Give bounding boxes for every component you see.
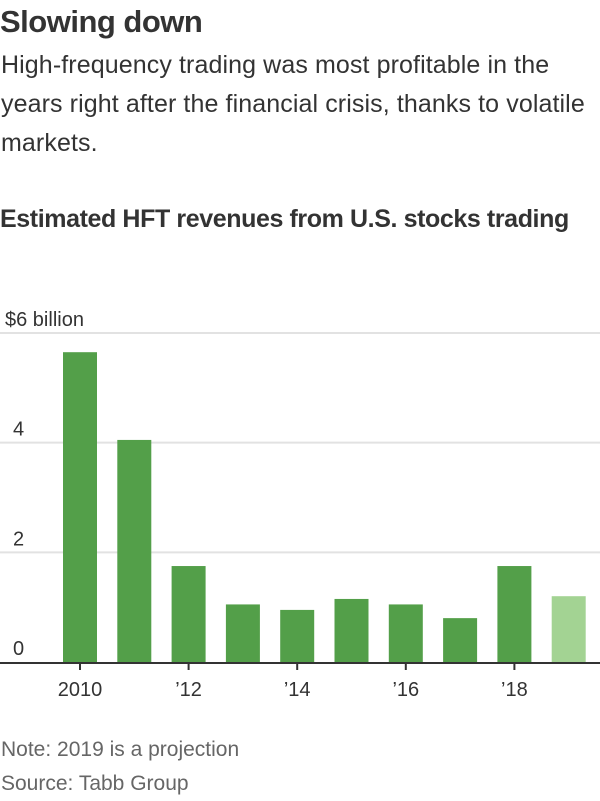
dek: High-frequency trading was most profitab…	[1, 51, 585, 157]
y-axis-labels: 0 2 4 $6 billion	[5, 309, 84, 660]
x-tick-label: ’16	[392, 679, 419, 701]
x-tick-label: ’18	[501, 679, 528, 701]
x-axis: 2010 ’12 ’14 ’16 ’18	[0, 662, 600, 701]
x-tick-label: ’12	[175, 679, 202, 701]
chart-title: Estimated HFT revenues from U.S. stocks …	[0, 205, 569, 233]
x-tick-label: ’14	[284, 679, 311, 701]
headline: Slowing down	[0, 4, 203, 39]
y-tick-label: 2	[13, 528, 24, 550]
bar-2019	[551, 596, 586, 662]
bars	[63, 352, 586, 662]
y-tick-label: $6 billion	[5, 309, 84, 331]
bar-2012	[171, 566, 206, 662]
bar-2016	[388, 604, 423, 662]
bar-2010	[63, 352, 97, 662]
bar-2011	[117, 439, 152, 662]
gridlines	[0, 332, 600, 554]
bar-2013	[225, 604, 260, 662]
bar-2014	[280, 609, 315, 662]
bar-2018	[497, 566, 532, 662]
bar-2015	[334, 598, 369, 662]
y-tick-label: 4	[13, 419, 24, 441]
bar-2017	[443, 618, 478, 662]
bar-chart: 0 2 4 $6 billion 2010 ’12 ’14 ’16 ’18	[0, 309, 600, 701]
source: Source: Tabb Group	[1, 772, 189, 795]
note: Note: 2019 is a projection	[1, 738, 240, 761]
y-tick-label: 0	[13, 638, 24, 660]
x-tick-label: 2010	[58, 679, 103, 701]
